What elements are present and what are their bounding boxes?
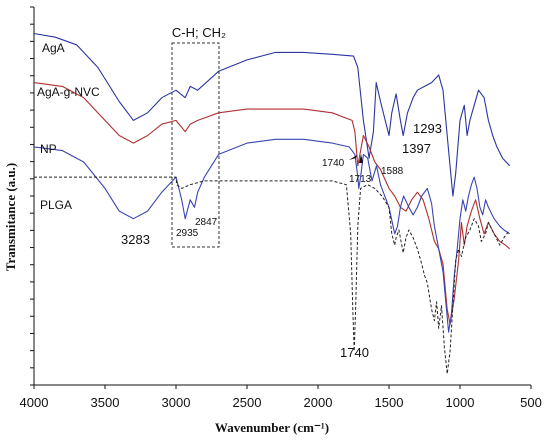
peak-label-3283: 3283 xyxy=(121,232,150,247)
x-tick-label: 1000 xyxy=(446,395,475,410)
x-tick-label: 500 xyxy=(520,395,542,410)
x-tick-label: 2500 xyxy=(233,395,262,410)
series-label-aga: AgA xyxy=(42,41,65,55)
series-label-np: NP xyxy=(40,142,57,156)
peak-label-1740-plga: 1740 xyxy=(340,345,369,360)
peak-label-1740-np: 1740 xyxy=(322,158,345,169)
x-tick-label: 4000 xyxy=(20,395,49,410)
series-label-plga: PLGA xyxy=(40,198,72,212)
x-axis-ticks: 4000 3500 3000 2500 2000 1500 1000 500 xyxy=(20,385,542,410)
x-tick-label: 3000 xyxy=(162,395,191,410)
peak-label-1397: 1397 xyxy=(402,141,431,156)
ch-region-label: C-H; CH₂ xyxy=(172,25,226,40)
series-line-plga xyxy=(34,176,511,375)
series-layer xyxy=(33,32,511,375)
series-label-aga-g-nvc: AgA-g-NVC xyxy=(37,85,100,99)
peak-label-1588: 1588 xyxy=(381,166,404,177)
series-line-np xyxy=(33,138,511,333)
ch-region-box xyxy=(171,42,220,248)
series-line-aga xyxy=(33,32,511,197)
peak-label-1293: 1293 xyxy=(413,121,442,136)
x-tick-label: 2000 xyxy=(304,395,333,410)
peak-label-2847: 2847 xyxy=(195,217,218,228)
y-axis-ticks xyxy=(30,6,34,386)
peak-label-1713: 1713 xyxy=(349,174,372,185)
arrow-1713 xyxy=(359,154,363,163)
x-axis-title: Wavenumber (cm⁻¹) xyxy=(215,420,329,435)
peak-label-2935: 2935 xyxy=(176,228,199,239)
series-line-aga-g-nvc xyxy=(33,82,511,326)
y-axis-title: Transmitance (a.u.) xyxy=(3,163,18,271)
arrow-1740 xyxy=(349,155,357,160)
x-tick-label: 3500 xyxy=(91,395,120,410)
x-tick-label: 1500 xyxy=(375,395,404,410)
